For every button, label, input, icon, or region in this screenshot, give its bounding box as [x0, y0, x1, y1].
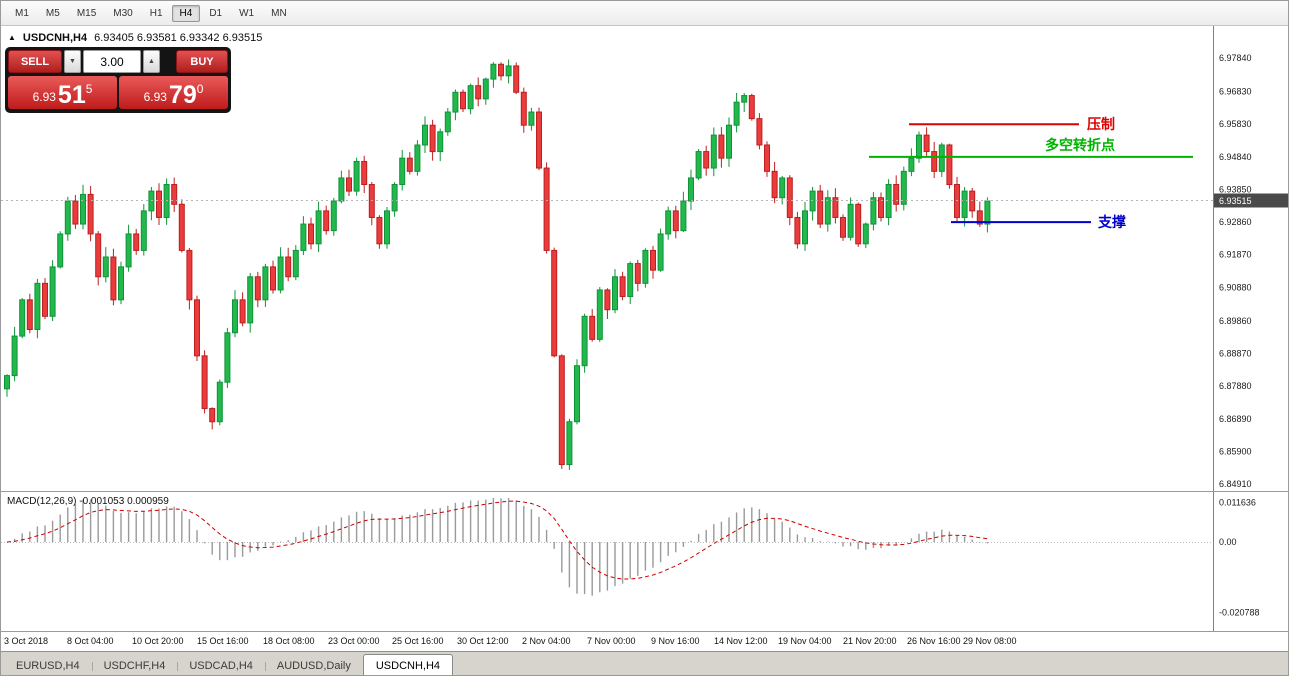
time-axis-label: 23 Oct 00:00 — [328, 636, 380, 646]
macd-label: MACD(12,26,9) -0.001053 0.000959 — [7, 496, 169, 507]
buy-price-big: 79 — [168, 81, 197, 109]
svg-text:6.86890: 6.86890 — [1219, 414, 1252, 424]
chart-ohlc-values: 6.93405 6.93581 6.93342 6.93515 — [94, 32, 263, 44]
timeframe-button-h4[interactable]: H4 — [171, 4, 201, 22]
volume-decrease-icon[interactable]: ▼ — [64, 50, 81, 73]
pivot-label: 多空转折点 — [1045, 137, 1115, 153]
support-label: 支撑 — [1097, 214, 1126, 230]
time-axis-label: 7 Nov 00:00 — [587, 636, 636, 646]
time-axis-label: 9 Nov 16:00 — [651, 636, 700, 646]
macd-histogram — [13, 498, 989, 596]
timeframe-button-h1[interactable]: H1 — [149, 7, 163, 19]
buy-price-prefix: 6.93 — [143, 90, 167, 104]
time-axis-label: 15 Oct 16:00 — [197, 636, 249, 646]
candlesticks — [4, 59, 991, 470]
svg-text:6.91870: 6.91870 — [1219, 250, 1252, 260]
svg-text:6.89860: 6.89860 — [1219, 316, 1252, 326]
svg-text:6.92860: 6.92860 — [1219, 217, 1252, 227]
time-axis-label: 19 Nov 04:00 — [778, 636, 832, 646]
main-chart-canvas[interactable]: 6.97840 6.96830 6.95830 6.94840 6.93850 6.928… — [1, 26, 1289, 491]
macd-axis-label: 0.011636 — [1219, 498, 1256, 508]
buy-button[interactable]: BUY — [176, 50, 228, 73]
svg-text:6.95830: 6.95830 — [1219, 119, 1252, 129]
macd-axis-label: -0.020788 — [1219, 607, 1260, 617]
chart-symbol-label: USDCNH,H4 — [22, 32, 88, 44]
one-click-trading-panel: SELL ▼ 3.00 ▲ BUY 6.93 51 5 6.93 79 0 — [5, 47, 231, 113]
timeframe-button-mn[interactable]: MN — [271, 7, 287, 19]
timeframe-button-w1[interactable]: W1 — [239, 7, 255, 19]
pivot-line[interactable]: 多空转折点 — [869, 137, 1193, 158]
timeframe-button-m5[interactable]: M5 — [45, 7, 60, 19]
svg-text:6.88870: 6.88870 — [1219, 349, 1252, 359]
svg-text:6.90880: 6.90880 — [1219, 282, 1252, 292]
time-axis-label: 26 Nov 16:00 — [907, 636, 961, 646]
macd-indicator-panel[interactable]: MACD(12,26,9) -0.001053 0.000959 0.01163… — [1, 492, 1288, 632]
time-axis-label: 8 Oct 04:00 — [67, 636, 114, 646]
time-axis-label: 14 Nov 12:00 — [714, 636, 768, 646]
tab-usdcnh-h4[interactable]: USDCNH,H4 — [362, 654, 454, 675]
svg-text:6.96830: 6.96830 — [1219, 86, 1252, 96]
price-axis[interactable]: 6.97840 6.96830 6.95830 6.94840 6.93850 6.928… — [1213, 26, 1252, 491]
svg-text:6.87880: 6.87880 — [1219, 381, 1252, 391]
collapse-icon[interactable]: ▲ — [8, 33, 16, 42]
tab-usdchf-h4[interactable]: USDCHF,H4 — [91, 655, 178, 675]
svg-text:6.97840: 6.97840 — [1219, 53, 1252, 63]
macd-axis-label: 0.00 — [1219, 537, 1237, 547]
buy-price-sup: 0 — [196, 82, 204, 96]
timeframe-button-m15[interactable]: M15 — [76, 7, 97, 19]
sell-button[interactable]: SELL — [8, 50, 62, 73]
timeframe-toolbar: M1 M5 M15 M30 H1 H4 D1 W1 MN — [1, 1, 1288, 26]
sell-price-sup: 5 — [85, 82, 93, 96]
sell-price-prefix: 6.93 — [32, 90, 56, 104]
svg-text:6.93515: 6.93515 — [1219, 196, 1252, 206]
current-price-badge: 6.93515 — [1214, 193, 1288, 208]
symbol-tab-bar: EURUSD,H4 USDCHF,H4 USDCAD,H4 AUDUSD,Daily U… — [1, 651, 1288, 675]
price-chart-panel[interactable]: ▲ USDCNH,H4 6.93405 6.93581 6.93342 6.93… — [1, 26, 1288, 492]
sell-price-big: 51 — [57, 81, 86, 109]
time-axis-label: 29 Nov 08:00 — [963, 636, 1017, 646]
time-axis-label: 10 Oct 20:00 — [132, 636, 184, 646]
time-axis-label: 21 Nov 20:00 — [843, 636, 897, 646]
resistance-line[interactable]: 压制 — [909, 116, 1115, 132]
chart-title: ▲ USDCNH,H4 6.93405 6.93581 6.93342 6.93… — [8, 32, 262, 44]
timeframe-button-d1[interactable]: D1 — [209, 7, 223, 19]
volume-input[interactable]: 3.00 — [83, 50, 141, 73]
support-line[interactable]: 支撑 — [951, 214, 1126, 230]
tab-eurusd-h4[interactable]: EURUSD,H4 — [16, 660, 80, 672]
macd-signal-line — [6, 500, 988, 580]
tab-audusd-daily[interactable]: AUDUSD,Daily — [264, 655, 363, 675]
svg-text:6.85900: 6.85900 — [1219, 446, 1252, 456]
time-axis-label: 2 Nov 04:00 — [522, 636, 571, 646]
sell-price-display[interactable]: 6.93 51 5 — [8, 76, 117, 109]
buy-price-display[interactable]: 6.93 79 0 — [119, 76, 228, 109]
resistance-label: 压制 — [1087, 116, 1115, 132]
timeframe-button-m1[interactable]: M1 — [15, 7, 29, 19]
tab-usdcad-h4[interactable]: USDCAD,H4 — [177, 655, 265, 675]
svg-text:6.84910: 6.84910 — [1219, 479, 1252, 489]
volume-increase-icon[interactable]: ▲ — [143, 50, 160, 73]
svg-text:6.93850: 6.93850 — [1219, 184, 1252, 194]
macd-chart-canvas[interactable]: 0.011636 0.00 -0.020788 — [1, 492, 1289, 631]
svg-text:6.94840: 6.94840 — [1219, 152, 1252, 162]
time-axis-label: 18 Oct 08:00 — [263, 636, 315, 646]
time-axis-label: 30 Oct 12:00 — [457, 636, 509, 646]
time-axis[interactable]: 3 Oct 2018 8 Oct 04:00 10 Oct 20:00 15 Oct … — [1, 632, 1288, 651]
time-axis-label: 3 Oct 2018 — [4, 636, 49, 646]
time-axis-label: 25 Oct 16:00 — [392, 636, 444, 646]
timeframe-button-m30[interactable]: M30 — [113, 7, 133, 19]
